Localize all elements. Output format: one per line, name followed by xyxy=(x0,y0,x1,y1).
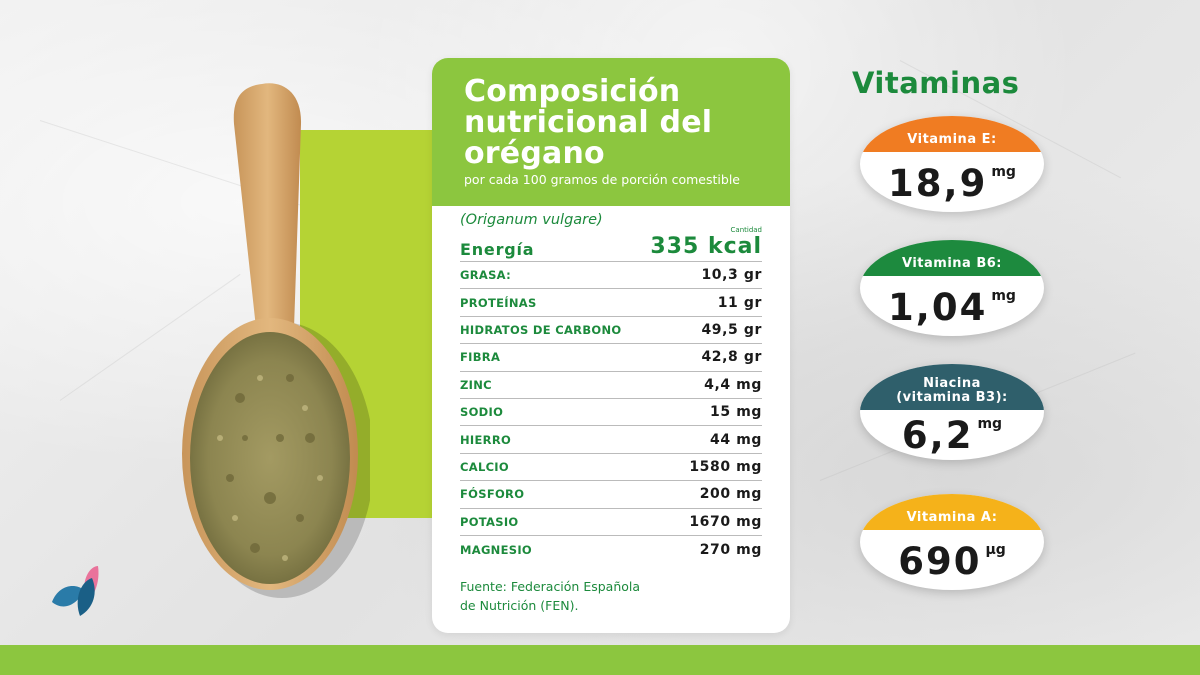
energy-value: 335 kcal xyxy=(650,234,762,259)
vitamin-value: 690 µg xyxy=(860,540,1044,583)
vitamin-number: 6,2 xyxy=(901,414,974,457)
vitamin-label-line: (vitamina B3): xyxy=(896,390,1008,405)
nutrient-value: 11 gr xyxy=(717,294,762,311)
nutrient-row: CALCIO 1580 mg xyxy=(460,454,762,482)
nutrient-label: PROTEÍNAS xyxy=(460,295,537,310)
vitamin-value: 1,04 mg xyxy=(860,286,1044,329)
vitamin-label: Vitamina B6: xyxy=(902,256,1002,271)
species-name: (Origanum vulgare) xyxy=(460,212,603,228)
nutrient-label: SODIO xyxy=(460,405,504,420)
card-title-line: Composición xyxy=(464,74,681,109)
nutrient-row: HIERRO 44 mg xyxy=(460,426,762,454)
vitamin-value: 18,9 mg xyxy=(860,162,1044,205)
nutrient-label: CALCIO xyxy=(460,459,509,474)
energy-label: Energía xyxy=(460,240,535,259)
leaf-petals-logo-icon xyxy=(52,566,99,616)
vitamin-unit: µg xyxy=(985,542,1006,558)
nutrient-label: POTASIO xyxy=(460,514,519,529)
card-title-line: nutricional del xyxy=(464,105,713,140)
card-subtitle: por cada 100 gramos de porción comestibl… xyxy=(464,172,740,187)
vitamin-unit: mg xyxy=(977,416,1003,432)
nutrient-value: 10,3 gr xyxy=(701,267,762,284)
nutrient-row: PROTEÍNAS 11 gr xyxy=(460,289,762,317)
nutrient-value: 42,8 gr xyxy=(701,349,762,366)
vitamin-value: 6,2 mg xyxy=(860,414,1044,457)
nutrient-row: FÓSFORO 200 mg xyxy=(460,481,762,509)
vitamin-number: 18,9 xyxy=(888,162,988,205)
nutrient-label: MAGNESIO xyxy=(460,542,533,557)
vitamin-label-band: Vitamina A: xyxy=(860,494,1044,530)
vitamin-label: Vitamina A: xyxy=(906,510,998,525)
nutrient-label: GRASA: xyxy=(460,268,511,283)
vitamins-title: Vitaminas xyxy=(852,66,1020,100)
nutrient-value: 15 mg xyxy=(710,404,762,421)
nutrient-value: 1580 mg xyxy=(689,458,762,475)
vitamin-label-line: Niacina xyxy=(923,376,981,391)
card-body: (Origanum vulgare) Cantidad Energía 335 … xyxy=(432,206,790,615)
vitamin-unit: mg xyxy=(991,164,1016,180)
nutrient-label: ZINC xyxy=(460,377,492,392)
nutrient-label: HIERRO xyxy=(460,432,512,447)
nutrient-row: FIBRA 42,8 gr xyxy=(460,344,762,372)
nutrient-row: HIDRATOS DE CARBONO 49,5 gr xyxy=(460,317,762,345)
nutrient-value: 1670 mg xyxy=(689,513,762,530)
nutrient-label: HIDRATOS DE CARBONO xyxy=(460,322,622,337)
nutrient-value: 200 mg xyxy=(699,486,762,503)
nutrient-value: 44 mg xyxy=(710,431,762,448)
vitamin-number: 1,04 xyxy=(888,286,988,329)
nutrient-value: 4,4 mg xyxy=(704,376,762,393)
card-title-line: orégano xyxy=(464,136,605,171)
nutrient-row: ZINC 4,4 mg xyxy=(460,372,762,399)
vitamin-unit: mg xyxy=(991,288,1016,304)
card-header: Composición nutricional del orégano por … xyxy=(432,58,790,206)
vitamin-badge-b6: Vitamina B6: 1,04 mg xyxy=(860,240,1044,336)
nutrient-row: MAGNESIO 270 mg xyxy=(460,536,762,563)
vitamin-label-band: Niacina (vitamina B3): xyxy=(860,364,1044,410)
bottom-green-bar xyxy=(0,645,1200,675)
source-note: Fuente: Federación Española de Nutrición… xyxy=(460,577,762,615)
vitamin-label-band: Vitamina B6: xyxy=(860,240,1044,276)
nutrient-label: FÓSFORO xyxy=(460,487,525,502)
nutrient-value: 49,5 gr xyxy=(701,321,762,338)
nutrient-row: SODIO 15 mg xyxy=(460,399,762,427)
vitamin-number: 690 xyxy=(898,540,982,583)
vitamin-badge-b3: Niacina (vitamina B3): 6,2 mg xyxy=(860,364,1044,460)
nutrient-row: POTASIO 1670 mg xyxy=(460,509,762,536)
nutrient-label: FIBRA xyxy=(460,350,501,365)
nutrient-value: 270 mg xyxy=(699,541,762,558)
wooden-spoon-oregano-image xyxy=(182,83,370,598)
vitamin-label: Niacina (vitamina B3): xyxy=(896,377,1008,405)
source-line: de Nutrición (FEN). xyxy=(460,598,579,614)
vitamin-badge-a: Vitamina A: 690 µg xyxy=(860,494,1044,590)
card-title: Composición nutricional del orégano xyxy=(464,76,770,169)
vitamin-label-band: Vitamina E: xyxy=(860,116,1044,152)
vitamin-badge-e: Vitamina E: 18,9 mg xyxy=(860,116,1044,212)
nutrition-card: Composición nutricional del orégano por … xyxy=(432,58,790,633)
vitamin-label: Vitamina E: xyxy=(907,132,997,147)
quantity-label: Cantidad xyxy=(730,226,762,234)
energy-row: Energía 335 kcal xyxy=(460,234,762,262)
source-line: Fuente: Federación Española xyxy=(460,579,641,595)
nutrient-row: GRASA: 10,3 gr xyxy=(460,262,762,290)
